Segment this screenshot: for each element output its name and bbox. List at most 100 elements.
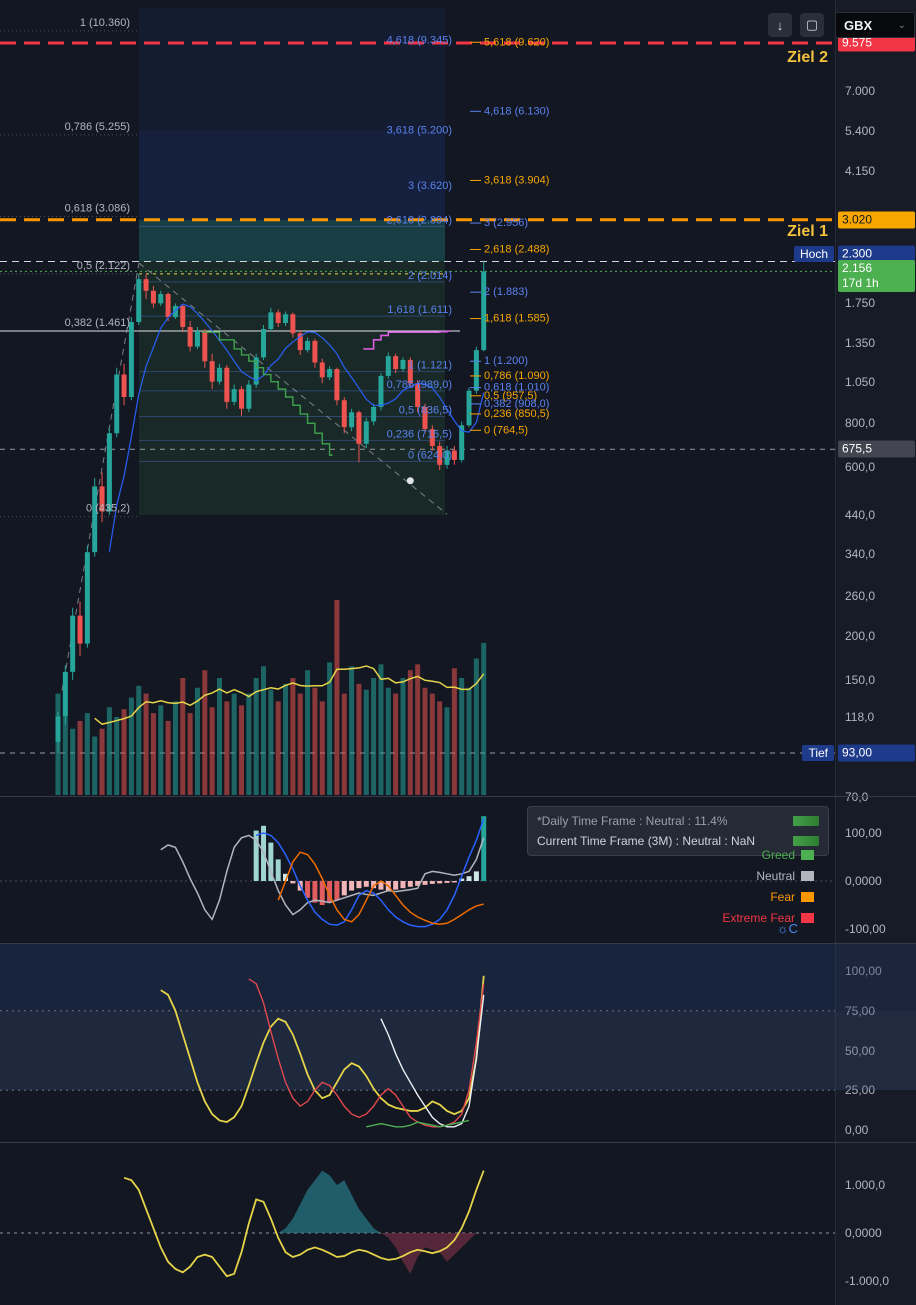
price-badge: 2.156 17d 1h (838, 260, 915, 293)
price-marker-label: Tief (802, 745, 834, 762)
price-badge: 2.300 (838, 245, 915, 262)
sentiment-oscillator-pane[interactable] (0, 797, 835, 944)
fib-label: 0,618 (1.010) (484, 382, 549, 394)
main-price-chart[interactable]: 1 (10.360) 0,786 (5.255) 0,618 (3.086) 0,5 … (0, 0, 835, 797)
price-tick: 260,0 (845, 588, 876, 603)
fib-label: 0,786 (989,0) (387, 379, 452, 391)
price-tick: 7.000 (845, 83, 876, 98)
down-arrow-icon: ↓ (776, 17, 784, 33)
legend-label: Extreme Fear (722, 911, 795, 925)
price-tick: 0,0000 (845, 874, 882, 888)
fib-label: 2 (2.014) (408, 270, 452, 282)
fib-label: 0,5 (836,5) (399, 404, 452, 416)
price-tick: 600,0 (845, 460, 876, 475)
legend-item: Greed (762, 848, 814, 862)
fib-label: 0,382 (1.461) (65, 317, 130, 329)
pane-divider[interactable] (0, 1142, 916, 1143)
fib-label: 2 (1.883) (484, 286, 528, 298)
price-axis[interactable]: 7.000 5.400 4.150 1.750 1.350 1.050 800,0 600,0… (835, 0, 916, 1305)
fib-label: 1,618 (1.611) (387, 304, 452, 316)
legend-swatch-icon (801, 892, 814, 902)
screenshot-icon: ▢ (805, 17, 819, 32)
indicator-logo-icon: ☼C (776, 921, 798, 936)
chevron-down-icon: ⌄ (897, 19, 906, 31)
stochastic-pane[interactable] (0, 944, 835, 1143)
price-tick: 0,0000 (845, 1226, 882, 1240)
screenshot-button[interactable]: ▢ (800, 13, 824, 37)
pane-divider[interactable] (0, 943, 916, 944)
price-tick: 0,00 (845, 1123, 869, 1137)
legend-item: Extreme Fear (722, 911, 814, 925)
price-badge: 93,00 (838, 744, 915, 762)
price-tick: 150,0 (845, 672, 876, 687)
countdown-badge: 17d 1h (842, 276, 879, 291)
price-tick: 100,00 (845, 826, 882, 840)
tooltip-daily-text: *Daily Time Frame : Neutral : 11.4% (537, 814, 728, 828)
fib-label: 4,618 (9.345) (387, 35, 452, 47)
fib-label: 0,618 (3.086) (65, 202, 130, 214)
scroll-to-recent-button[interactable]: ↓ (768, 13, 792, 37)
fib-label: 0,5 (957,5) (484, 390, 537, 402)
tooltip-row-current: Current Time Frame (3M) : Neutral : NaN (537, 834, 819, 848)
price-tick: 118,0 (845, 709, 875, 724)
price-tick: 1.000,0 (845, 1178, 886, 1192)
sentiment-mini-bar-icon (793, 816, 819, 826)
price-tick: 200,0 (845, 628, 876, 643)
legend-item: Fear (770, 890, 814, 904)
fib-label: 0 (764,5) (484, 424, 528, 436)
fib-label: 1,618 (1.585) (484, 313, 549, 325)
fib-label: 4,618 (6.130) (484, 105, 549, 117)
legend-swatch-icon (801, 850, 814, 860)
fib-label: 0,382 (908,0) (484, 398, 549, 410)
legend-swatch-icon (801, 871, 814, 881)
legend-swatch-icon (801, 913, 814, 923)
fib-label: 2,618 (2.488) (484, 243, 549, 255)
fib-label: 0,786 (1.090) (484, 370, 549, 382)
legend-label: Greed (761, 848, 795, 862)
price-tick: 800,0 (845, 416, 876, 431)
fib-label: 3,618 (5.200) (387, 125, 452, 137)
legend-label: Neutral (756, 869, 795, 883)
price-tick: 25,00 (845, 1083, 876, 1098)
price-tick: -100,00 (845, 922, 886, 936)
momentum-pane[interactable] (0, 1143, 835, 1305)
legend-item: Neutral (756, 869, 814, 883)
price-badge: 675,5 (838, 440, 915, 458)
fib-label: 0 (435,2) (86, 503, 130, 515)
price-tick: 75,00 (845, 1003, 876, 1018)
price-marker-label: Hoch (793, 245, 834, 262)
currency-selector[interactable]: GBX ⌄ (835, 12, 915, 38)
indicator-tooltip: *Daily Time Frame : Neutral : 11.4% Curr… (527, 806, 829, 856)
tooltip-row-daily: *Daily Time Frame : Neutral : 11.4% (537, 814, 819, 828)
fib-label: 3,618 (3.904) (484, 174, 549, 186)
price-tick: 1.350 (845, 336, 876, 351)
price-badge: 3.020 (838, 211, 915, 229)
price-tick: -1.000,0 (845, 1274, 890, 1288)
price-tick: 50,00 (845, 1043, 876, 1058)
currency-label: GBX (844, 17, 873, 33)
price-tick: 1.750 (845, 296, 876, 311)
price-tick: 100,00 (845, 964, 882, 978)
price-tick: 340,0 (845, 547, 876, 562)
target-label-ziel1: Ziel 1 (787, 223, 828, 240)
pane-divider[interactable] (0, 796, 916, 797)
fib-label: 1 (10.360) (80, 17, 130, 29)
fib-label: 0,236 (715,5) (387, 428, 452, 440)
sentiment-mini-bar-icon (793, 836, 819, 846)
fib-label: 2,618 (2.894) (387, 214, 452, 226)
target-label-ziel2: Ziel 2 (787, 49, 828, 66)
price-tick: 5.400 (845, 123, 876, 138)
price-badge: 9.575 (838, 34, 915, 52)
price-tick: 4.150 (845, 164, 876, 179)
fib-label: 0,786 (5.255) (65, 121, 130, 133)
tooltip-current-text: Current Time Frame (3M) : Neutral : NaN (537, 834, 756, 848)
legend-label: Fear (770, 890, 795, 904)
fib-label: 1 (1.121) (408, 360, 452, 372)
fib-label: 3 (3.620) (408, 180, 452, 192)
fib-label: 0,5 (2.122) (77, 260, 130, 272)
fib-label: 0 (624,0) (408, 449, 452, 461)
fib-label: 0,236 (850,5) (484, 408, 549, 420)
fib-label: 5,618 (9.620) (484, 36, 549, 48)
price-tick: 440,0 (845, 507, 876, 522)
